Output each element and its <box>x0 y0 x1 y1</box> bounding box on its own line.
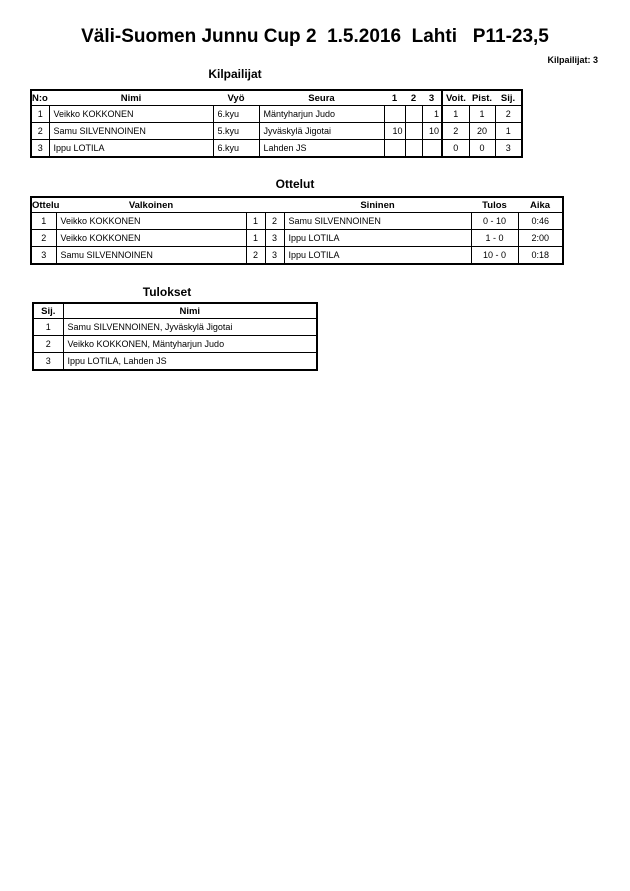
match-score-1 <box>383 105 406 123</box>
col-header: Tulos <box>471 197 518 213</box>
competitor-place: 1 <box>494 122 523 140</box>
competitor-club: Lahden JS <box>258 139 385 158</box>
match-score-1 <box>383 139 406 158</box>
table-row: 1 Samu SILVENNOINEN, Jyväskylä Jigotai <box>32 318 318 336</box>
matches-table: Ottelu Valkoinen Sininen Tulos Aika 1 Vei… <box>30 196 564 265</box>
result-place: 2 <box>32 335 64 353</box>
blue-number: 2 <box>264 212 285 230</box>
match-score-2 <box>404 139 423 158</box>
table-row: 2 Veikko KOKKONEN 1 3 Ippu LOTILA 1 - 0 2:00 <box>30 229 564 247</box>
white-number: 1 <box>245 212 266 230</box>
match-score-3: 1 <box>421 105 443 123</box>
col-header: Pist. <box>469 90 495 106</box>
white-number: 1 <box>245 229 266 247</box>
document-title: Väli-Suomen Junnu Cup 2 1.5.2016 Lahti P… <box>81 26 549 47</box>
col-header: Nimi <box>63 303 317 319</box>
blue-number: 3 <box>264 246 285 265</box>
competitor-wins: 1 <box>441 105 470 123</box>
matches-heading: Ottelut <box>275 177 315 191</box>
col-header: Sij. <box>33 303 64 319</box>
table-header-row: Sij. Nimi <box>33 303 317 319</box>
blue-number: 3 <box>264 229 285 247</box>
match-score-2 <box>404 105 423 123</box>
match-score-3: 10 <box>421 122 443 140</box>
result-name: Samu SILVENNOINEN, Jyväskylä Jigotai <box>62 318 318 336</box>
col-header: 2 <box>405 90 422 106</box>
competitor-name: Ippu LOTILA <box>48 139 214 158</box>
match-score-3 <box>421 139 443 158</box>
match-score-2 <box>404 122 423 140</box>
blue-competitor: Ippu LOTILA <box>283 229 472 247</box>
blue-competitor: Ippu LOTILA <box>283 246 472 265</box>
table-row: 3 Ippu LOTILA, Lahden JS <box>32 352 318 371</box>
competitor-belt: 5.kyu <box>212 122 260 140</box>
competitor-club: Mäntyharjun Judo <box>258 105 385 123</box>
col-header: Voit. <box>441 90 469 106</box>
table-header-row: Ottelu Valkoinen Sininen Tulos Aika <box>31 197 563 213</box>
competitor-wins: 0 <box>441 139 470 158</box>
competitors-count: Kilpailijat: 3 <box>547 55 598 65</box>
match-number: 1 <box>30 212 57 230</box>
competitor-number: 3 <box>30 139 50 158</box>
white-competitor: Veikko KOKKONEN <box>55 212 247 230</box>
match-score-1: 10 <box>383 122 406 140</box>
competitor-points: 20 <box>468 122 496 140</box>
table-row: 3 Ippu LOTILA 6.kyu Lahden JS 0 0 3 <box>30 139 523 158</box>
table-row: 1 Veikko KOKKONEN 6.kyu Mäntyharjun Judo 1 1 1… <box>30 105 523 123</box>
col-header: Seura <box>259 90 384 106</box>
competitors-table: N:o Nimi Vyö Seura 1 2 3 Voit. Pist. Sij… <box>30 89 523 158</box>
table-row: 2 Veikko KOKKONEN, Mäntyharjun Judo <box>32 335 318 353</box>
results-table: Sij. Nimi 1 Samu SILVENNOINEN, Jyväskylä … <box>32 302 318 371</box>
competitor-place: 3 <box>494 139 523 158</box>
competitor-points: 0 <box>468 139 496 158</box>
match-result: 0 - 10 <box>470 212 519 230</box>
table-row: 1 Veikko KOKKONEN 1 2 Samu SILVENNOINEN 0 - 1… <box>30 212 564 230</box>
match-time: 2:00 <box>517 229 564 247</box>
competitor-number: 2 <box>30 122 50 140</box>
col-header: Sininen <box>284 197 471 213</box>
blue-competitor: Samu SILVENNOINEN <box>283 212 472 230</box>
col-header: Ottelu <box>31 197 59 213</box>
col-header: Aika <box>518 197 563 213</box>
competitors-heading: Kilpailijat <box>208 67 262 81</box>
table-row: 3 Samu SILVENNOINEN 2 3 Ippu LOTILA 10 - 0 0:1… <box>30 246 564 265</box>
competitor-points: 1 <box>468 105 496 123</box>
competitor-belt: 6.kyu <box>212 139 260 158</box>
competitor-name: Samu SILVENNOINEN <box>48 122 214 140</box>
match-number: 2 <box>30 229 57 247</box>
table-header-row: N:o Nimi Vyö Seura 1 2 3 Voit. Pist. Sij… <box>31 90 522 106</box>
match-number: 3 <box>30 246 57 265</box>
col-header: 3 <box>422 90 442 106</box>
competitor-belt: 6.kyu <box>212 105 260 123</box>
competitor-number: 1 <box>30 105 50 123</box>
match-result: 1 - 0 <box>470 229 519 247</box>
white-number: 2 <box>245 246 266 265</box>
competitor-name: Veikko KOKKONEN <box>48 105 214 123</box>
match-time: 0:18 <box>517 246 564 265</box>
result-place: 3 <box>32 352 64 371</box>
match-time: 0:46 <box>517 212 564 230</box>
table-row: 2 Samu SILVENNOINEN 5.kyu Jyväskylä Jigotai… <box>30 122 523 140</box>
result-name: Ippu LOTILA, Lahden JS <box>62 352 318 371</box>
result-place: 1 <box>32 318 64 336</box>
col-header: Valkoinen <box>56 197 246 213</box>
results-heading: Tulokset <box>142 285 192 299</box>
white-competitor: Samu SILVENNOINEN <box>55 246 247 265</box>
result-name: Veikko KOKKONEN, Mäntyharjun Judo <box>62 335 318 353</box>
col-header: Nimi <box>49 90 213 106</box>
white-competitor: Veikko KOKKONEN <box>55 229 247 247</box>
match-result: 10 - 0 <box>470 246 519 265</box>
col-header: 1 <box>384 90 405 106</box>
competitor-place: 2 <box>494 105 523 123</box>
competitor-club: Jyväskylä Jigotai <box>258 122 385 140</box>
col-header: Vyö <box>213 90 259 106</box>
col-header: Sij. <box>495 90 522 106</box>
competitor-wins: 2 <box>441 122 470 140</box>
col-header: N:o <box>31 90 49 106</box>
